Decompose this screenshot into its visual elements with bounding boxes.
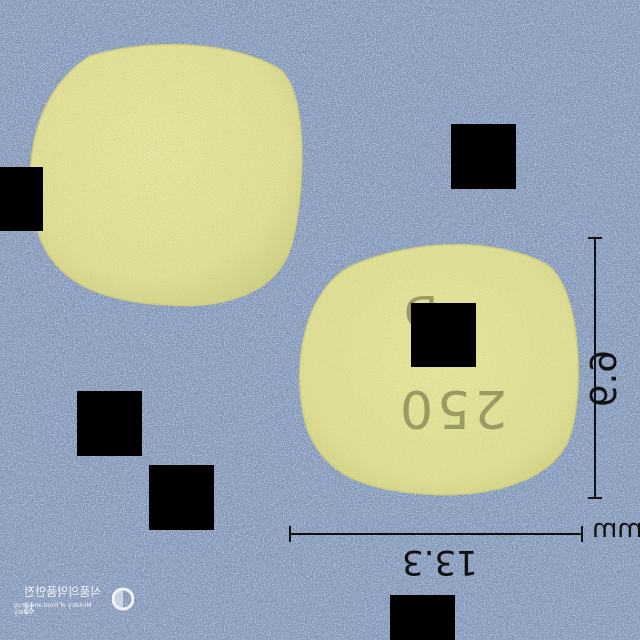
watermark-english: Ministry of Food and Drug Safety xyxy=(14,602,92,616)
height-dimension-tick-top xyxy=(588,237,602,239)
redaction-box-3 xyxy=(411,303,476,367)
width-dimension-label: 13.3 xyxy=(402,542,478,582)
unit-label: mm xyxy=(592,514,640,544)
tablet-front-side xyxy=(299,244,579,496)
redaction-box-2 xyxy=(451,124,516,189)
height-dimension-label: 6.9 xyxy=(584,350,625,408)
ministry-logo-icon xyxy=(112,587,134,611)
redaction-box-1 xyxy=(0,167,43,231)
width-dimension-tick-left xyxy=(289,526,291,542)
height-dimension-line xyxy=(594,238,596,498)
height-dimension-tick-bottom xyxy=(588,497,602,499)
redaction-box-6 xyxy=(390,595,455,640)
tablet-back-side xyxy=(29,43,303,307)
redaction-box-4 xyxy=(77,391,142,456)
redaction-box-5 xyxy=(149,465,214,530)
width-dimension-tick-right xyxy=(581,526,583,542)
imprint-bottom: 250 xyxy=(396,378,508,438)
width-dimension-line xyxy=(290,533,582,535)
